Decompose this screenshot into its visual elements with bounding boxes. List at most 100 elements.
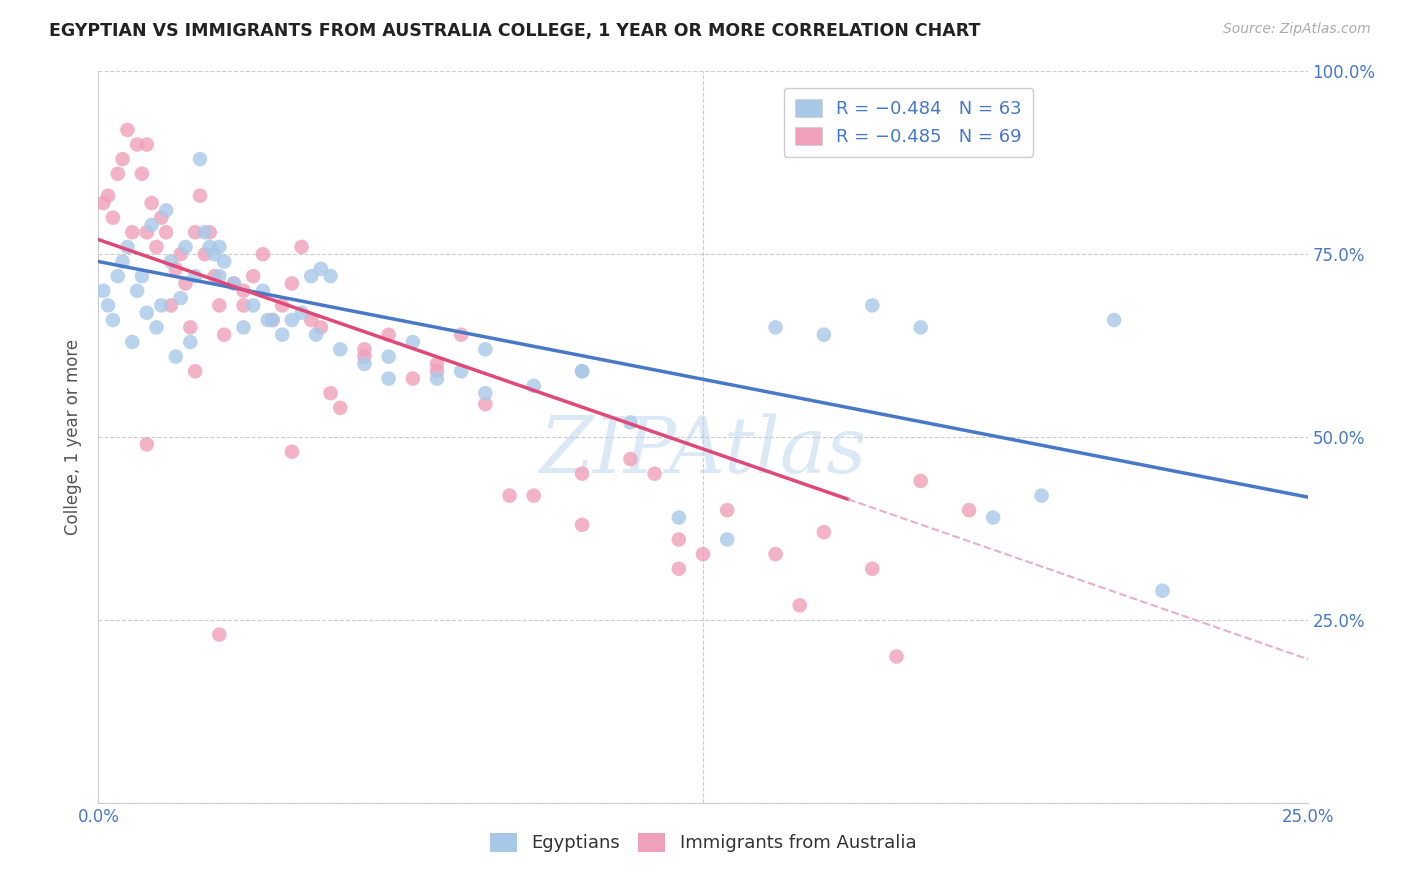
Point [117, 123, 139, 137]
Point [1102, 313, 1125, 327]
Point [474, 397, 496, 411]
Point [305, 327, 328, 342]
Point [860, 298, 883, 312]
Point [232, 320, 254, 334]
Point [179, 334, 201, 349]
Point [117, 240, 139, 254]
Point [668, 533, 690, 547]
Point [155, 203, 177, 218]
Point [668, 510, 690, 524]
Point [169, 291, 191, 305]
Point [135, 225, 157, 239]
Point [127, 284, 149, 298]
Legend: Egyptians, Immigrants from Australia: Egyptians, Immigrants from Australia [482, 826, 924, 860]
Point [619, 416, 641, 430]
Point [188, 152, 211, 166]
Point [155, 225, 177, 239]
Point [242, 298, 264, 312]
Point [150, 298, 173, 312]
Point [194, 247, 217, 261]
Point [107, 269, 129, 284]
Point [252, 247, 274, 261]
Point [160, 254, 183, 268]
Point [377, 371, 399, 385]
Point [135, 137, 157, 152]
Point [121, 225, 143, 239]
Point [353, 343, 375, 357]
Point [377, 350, 399, 364]
Point [981, 510, 1004, 524]
Point [353, 357, 375, 371]
Y-axis label: College, 1 year or more: College, 1 year or more [65, 339, 83, 535]
Point [145, 240, 167, 254]
Text: Source: ZipAtlas.com: Source: ZipAtlas.com [1223, 22, 1371, 37]
Point [111, 152, 134, 166]
Point [101, 211, 124, 225]
Point [450, 327, 472, 342]
Point [252, 284, 274, 298]
Point [91, 284, 114, 298]
Point [232, 284, 254, 298]
Point [329, 343, 352, 357]
Point [111, 254, 134, 268]
Point [1152, 583, 1174, 598]
Point [208, 627, 231, 641]
Point [813, 525, 835, 540]
Point [107, 167, 129, 181]
Point [299, 313, 322, 327]
Point [319, 269, 342, 284]
Point [523, 379, 546, 393]
Point [165, 350, 187, 364]
Point [135, 437, 157, 451]
Point [198, 240, 221, 254]
Point [232, 298, 254, 312]
Point [1031, 489, 1053, 503]
Point [97, 188, 120, 202]
Point [184, 269, 207, 284]
Point [290, 306, 312, 320]
Point [212, 254, 235, 268]
Point [886, 649, 908, 664]
Point [91, 196, 114, 211]
Point [789, 599, 811, 613]
Point [184, 225, 207, 239]
Point [222, 277, 245, 291]
Point [281, 277, 304, 291]
Point [668, 562, 690, 576]
Point [426, 371, 449, 385]
Point [571, 364, 593, 378]
Point [141, 218, 163, 232]
Point [135, 306, 157, 320]
Point [174, 240, 197, 254]
Point [198, 225, 221, 239]
Point [571, 467, 593, 481]
Point [765, 320, 787, 334]
Point [644, 467, 666, 481]
Point [121, 334, 143, 349]
Point [353, 350, 375, 364]
Point [402, 334, 425, 349]
Point [474, 386, 496, 401]
Point [262, 313, 284, 327]
Point [208, 298, 231, 312]
Point [474, 343, 496, 357]
Point [212, 327, 235, 342]
Point [165, 261, 187, 276]
Point [619, 452, 641, 467]
Point [910, 474, 932, 488]
Point [716, 533, 738, 547]
Point [571, 517, 593, 532]
Text: ZIPAtlas: ZIPAtlas [540, 414, 866, 490]
Point [523, 489, 546, 503]
Point [957, 503, 980, 517]
Point [242, 269, 264, 284]
Point [256, 313, 278, 327]
Point [184, 364, 207, 378]
Point [150, 211, 173, 225]
Point [145, 320, 167, 334]
Point [97, 298, 120, 312]
Point [692, 547, 714, 561]
Point [299, 269, 322, 284]
Point [309, 261, 332, 276]
Point [813, 327, 835, 342]
